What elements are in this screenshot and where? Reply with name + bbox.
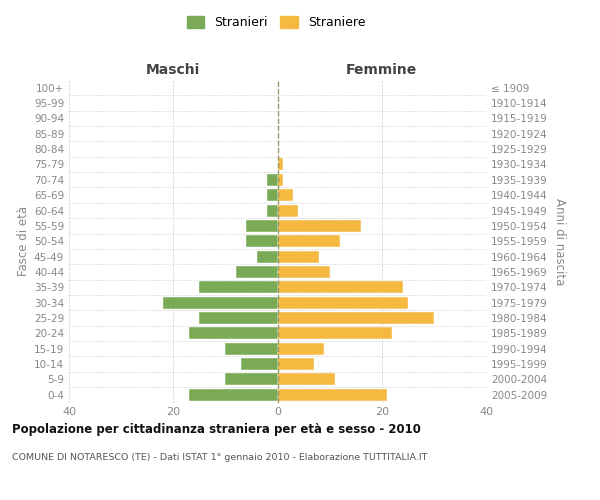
Bar (257, 250, 277, 262)
Bar (277, 328, 392, 340)
Bar (267, 204, 277, 216)
Text: Maschi: Maschi (146, 62, 200, 76)
Bar (277, 158, 283, 170)
Text: COMUNE DI NOTARESCO (TE) - Dati ISTAT 1° gennaio 2010 - Elaborazione TUTTITALIA.: COMUNE DI NOTARESCO (TE) - Dati ISTAT 1°… (12, 452, 427, 462)
Y-axis label: Anni di nascita: Anni di nascita (553, 198, 566, 285)
Bar (277, 358, 314, 370)
Y-axis label: Fasce di età: Fasce di età (17, 206, 30, 276)
Bar (277, 389, 387, 401)
Bar (277, 374, 335, 386)
Bar (189, 328, 277, 340)
Bar (277, 204, 298, 216)
Text: Popolazione per cittadinanza straniera per età e sesso - 2010: Popolazione per cittadinanza straniera p… (12, 422, 421, 436)
Bar (277, 343, 325, 354)
Bar (199, 282, 277, 294)
Bar (189, 389, 277, 401)
Bar (277, 282, 403, 294)
Bar (246, 220, 277, 232)
Bar (267, 189, 277, 201)
Bar (277, 296, 408, 308)
Bar (267, 174, 277, 186)
Legend: Stranieri, Straniere: Stranieri, Straniere (182, 11, 370, 34)
Bar (277, 220, 361, 232)
Bar (277, 236, 340, 247)
Bar (199, 312, 277, 324)
Bar (277, 189, 293, 201)
Bar (163, 296, 277, 308)
Bar (277, 174, 283, 186)
Bar (277, 266, 329, 278)
Bar (241, 358, 277, 370)
Bar (226, 374, 277, 386)
Text: Femmine: Femmine (346, 62, 418, 76)
Bar (226, 343, 277, 354)
Bar (236, 266, 277, 278)
Bar (277, 312, 434, 324)
Bar (246, 236, 277, 247)
Bar (277, 250, 319, 262)
